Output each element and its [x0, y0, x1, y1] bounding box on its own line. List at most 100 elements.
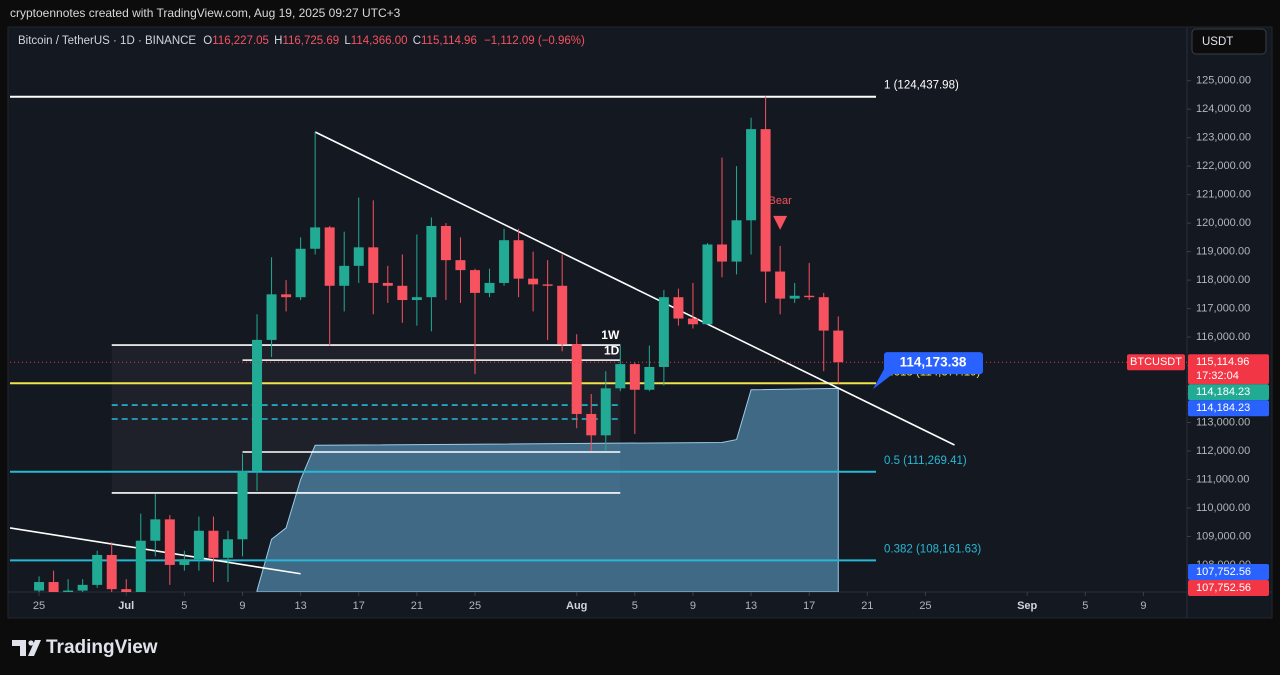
branding: TradingView	[46, 637, 158, 658]
signal-marker	[773, 215, 788, 230]
chart-header: Bitcoin / TetherUS · 1D · BINANCE O116,2…	[18, 35, 585, 47]
candle-body	[658, 297, 669, 367]
callout-label: 114,173.38	[900, 355, 967, 370]
candle-body	[397, 285, 408, 301]
candle-body	[426, 225, 437, 298]
trendline	[314, 131, 955, 446]
price-badge	[1188, 563, 1269, 580]
candle-body	[368, 247, 379, 283]
change: −1,112.09 (−0.96%)	[484, 35, 585, 47]
y-tick-label: 109,000.00	[1196, 530, 1251, 542]
candle-body	[193, 530, 204, 560]
ohlc-key: H	[274, 35, 282, 47]
candle-body	[484, 282, 495, 293]
candle-body	[586, 413, 597, 436]
y-tick-label: 118,000.00	[1196, 274, 1250, 286]
candle-body	[266, 294, 277, 340]
candle-body	[324, 227, 335, 286]
candle-body	[179, 559, 190, 565]
ohlc-value: 116,227.05	[212, 35, 269, 47]
symbol-name: BTCUSDT	[1130, 356, 1182, 368]
price-badge-label: 114,184.23	[1196, 386, 1250, 398]
currency[interactable]: USDT	[1202, 36, 1233, 48]
candle-body	[339, 265, 350, 286]
candle-body	[789, 295, 800, 299]
candle-body	[600, 388, 611, 436]
candle-body	[353, 247, 364, 266]
candle-body	[106, 554, 117, 590]
y-tick-label: 117,000.00	[1196, 302, 1250, 314]
x-tick-label: 25	[33, 600, 45, 612]
level-label: 1D	[604, 343, 620, 357]
x-tick-label: 5	[632, 600, 638, 612]
level-label: 1W	[601, 328, 620, 342]
candle-body	[673, 297, 684, 319]
ohlc-key: C	[413, 35, 421, 47]
currency-button[interactable]	[1191, 28, 1267, 55]
x-tick-label: 21	[411, 600, 423, 612]
candle-body	[687, 318, 698, 325]
overlay: 108,000.00109,000.00110,000.00111,000.00…	[33, 75, 1269, 612]
y-tick-label: 119,000.00	[1196, 246, 1250, 258]
candle-body	[121, 589, 132, 592]
y-tick-label: 123,000.00	[1196, 132, 1251, 144]
symbol: Bitcoin / TetherUS · 1D · BINANCE	[18, 35, 196, 47]
candle-body	[135, 540, 146, 592]
x-tick-label: 5	[1082, 600, 1088, 612]
callout-box	[884, 352, 983, 375]
logo-dot	[28, 640, 34, 646]
x-tick-label: Aug	[566, 600, 587, 612]
candle-body	[440, 225, 451, 261]
x-tick-label: 17	[803, 600, 815, 612]
x-tick-label: 25	[919, 600, 931, 612]
candle-body	[252, 339, 263, 471]
candle-body	[237, 470, 248, 540]
fib-label: 0.382 (108,161.63)	[884, 543, 981, 555]
ohlc-key: L	[344, 35, 351, 47]
candle-body	[818, 297, 829, 331]
candle-body	[455, 260, 466, 271]
ohlc-value: 116,725.69	[282, 35, 339, 47]
price-badge	[1188, 579, 1269, 596]
candle-body	[77, 584, 88, 591]
y-tick-label: 112,000.00	[1196, 445, 1250, 457]
price-badge	[1188, 400, 1269, 417]
x-tick-label: 17	[353, 600, 365, 612]
candle-body	[92, 554, 103, 585]
price-badge	[1188, 384, 1269, 401]
candle-body	[629, 364, 640, 390]
countdown: 17:32:04	[1196, 370, 1239, 382]
y-tick-label: 120,000.00	[1196, 217, 1251, 229]
fib-label: 0.5 (111,269.41)	[884, 455, 967, 467]
candle-body	[295, 248, 306, 298]
candle-body	[382, 282, 393, 286]
price-badge-label: 107,752.56	[1196, 566, 1251, 578]
ohlc-key: O	[203, 35, 212, 47]
x-tick-label: Sep	[1017, 600, 1037, 612]
last-price-badge	[1188, 354, 1269, 385]
candle-body	[208, 530, 219, 558]
x-tick-label: 9	[690, 600, 696, 612]
y-tick-label: 113,000.00	[1196, 416, 1250, 428]
signal-label: Bear	[769, 195, 793, 207]
y-tick-label: 125,000.00	[1196, 75, 1251, 87]
x-tick-label: 21	[861, 600, 873, 612]
candle-body	[833, 330, 844, 363]
x-tick-label: 9	[239, 600, 245, 612]
candle-body	[411, 297, 422, 301]
candle-body	[222, 539, 233, 558]
candle-body	[63, 590, 74, 592]
candle-body	[528, 278, 539, 285]
cloud-area	[256, 387, 839, 592]
watermark: cryptoennotes created with TradingView.c…	[10, 6, 401, 20]
fib-label: 1 (124,437.98)	[884, 80, 959, 92]
y-tick-label: 122,000.00	[1196, 160, 1251, 172]
candle-body	[499, 240, 510, 283]
x-tick-label: 13	[294, 600, 306, 612]
candle-body	[513, 240, 524, 279]
candle-body	[571, 344, 582, 414]
x-tick-label: Jul	[118, 600, 134, 612]
